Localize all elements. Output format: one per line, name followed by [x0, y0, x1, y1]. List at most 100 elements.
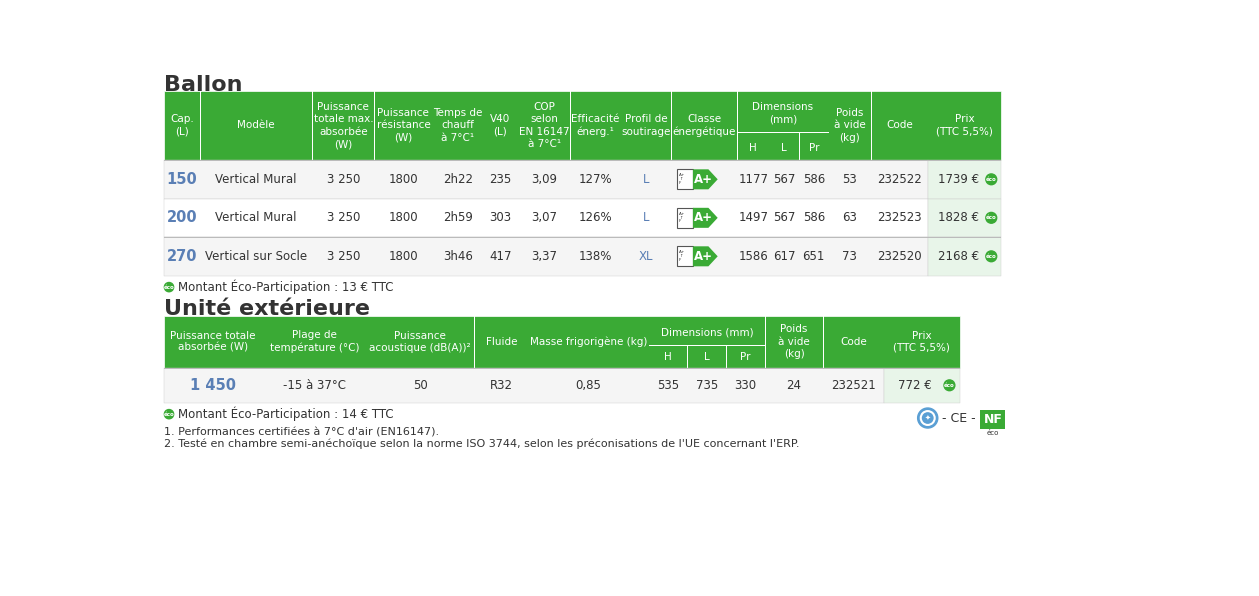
Text: 3 250: 3 250 — [326, 173, 360, 186]
Text: -15 à 37°C: -15 à 37°C — [283, 379, 346, 392]
Text: Puissance
totale max.
absorbée
(W): Puissance totale max. absorbée (W) — [313, 102, 373, 149]
Text: 651: 651 — [803, 250, 825, 263]
Text: 232522: 232522 — [878, 173, 922, 186]
Text: ✦: ✦ — [925, 415, 930, 421]
Bar — [164, 160, 1001, 161]
Text: 73: 73 — [842, 250, 857, 263]
Text: Profil de
soutirage: Profil de soutirage — [622, 114, 671, 136]
Text: 1800: 1800 — [389, 212, 418, 224]
Text: H: H — [665, 352, 672, 362]
Circle shape — [918, 408, 938, 428]
Text: F: F — [679, 181, 681, 185]
Text: Prix
(TTC 5,5%): Prix (TTC 5,5%) — [937, 114, 993, 136]
Text: éco: éco — [987, 430, 998, 436]
Text: 1177: 1177 — [738, 173, 768, 186]
Text: L: L — [643, 212, 650, 224]
Text: 232520: 232520 — [878, 250, 922, 263]
Text: XL: XL — [638, 250, 653, 263]
Text: Poids
à vide
(kg): Poids à vide (kg) — [778, 324, 810, 359]
Text: éco: éco — [986, 254, 997, 259]
Text: ↑: ↑ — [679, 216, 682, 219]
Text: Pr: Pr — [740, 352, 750, 362]
Text: 138%: 138% — [579, 250, 612, 263]
Text: 735: 735 — [696, 379, 718, 392]
Text: 53: 53 — [842, 173, 857, 186]
Text: 232521: 232521 — [831, 379, 876, 392]
Text: 586: 586 — [803, 212, 825, 224]
Text: L: L — [643, 173, 650, 186]
Text: Montant Éco-Participation : 14 € TTC: Montant Éco-Participation : 14 € TTC — [178, 407, 393, 421]
Text: Unité extérieure: Unité extérieure — [164, 299, 370, 319]
Text: 3,07: 3,07 — [531, 212, 556, 224]
Text: Montant Éco-Participation : 13 € TTC: Montant Éco-Participation : 13 € TTC — [178, 280, 393, 294]
Circle shape — [986, 251, 997, 262]
Text: 235: 235 — [490, 173, 511, 186]
Text: F: F — [679, 219, 681, 224]
Text: éco: éco — [164, 412, 175, 417]
Circle shape — [165, 409, 174, 419]
Circle shape — [944, 380, 954, 391]
Text: Plage de
température (°C): Plage de température (°C) — [269, 330, 359, 353]
Circle shape — [986, 212, 997, 224]
Text: Poids
à vide
(kg): Poids à vide (kg) — [833, 108, 866, 143]
Text: 1. Performances certifiées à 7°C d'air (EN16147).: 1. Performances certifiées à 7°C d'air (… — [164, 427, 438, 437]
Bar — [164, 160, 928, 198]
Bar — [164, 368, 884, 403]
Text: 24: 24 — [787, 379, 802, 392]
Text: 1800: 1800 — [389, 250, 418, 263]
Text: 1739 €: 1739 € — [938, 173, 980, 186]
Text: 772 €: 772 € — [899, 379, 932, 392]
Text: Pr: Pr — [808, 142, 820, 153]
Text: Vertical Mural: Vertical Mural — [215, 173, 297, 186]
Text: 3 250: 3 250 — [326, 212, 360, 224]
Text: 535: 535 — [657, 379, 679, 392]
Polygon shape — [692, 246, 718, 266]
Text: 3,09: 3,09 — [531, 173, 556, 186]
Text: 1497: 1497 — [738, 212, 768, 224]
Bar — [981, 410, 1005, 429]
Text: ↑: ↑ — [679, 177, 682, 181]
Text: 50: 50 — [413, 379, 428, 392]
Text: 417: 417 — [488, 250, 511, 263]
Bar — [928, 237, 1001, 275]
Text: 63: 63 — [842, 212, 857, 224]
Text: 127%: 127% — [579, 173, 612, 186]
Text: 232523: 232523 — [878, 212, 922, 224]
Text: Puissance totale
absorbée (W): Puissance totale absorbée (W) — [170, 331, 256, 353]
Text: V40
(L): V40 (L) — [490, 114, 510, 136]
Text: 200: 200 — [166, 210, 198, 225]
Text: 150: 150 — [166, 172, 198, 187]
Bar — [677, 208, 692, 228]
Text: Ballon: Ballon — [164, 75, 242, 95]
Text: R32: R32 — [490, 379, 512, 392]
Text: 1586: 1586 — [739, 250, 768, 263]
Bar — [928, 160, 1001, 198]
Bar — [164, 198, 928, 237]
Bar — [164, 198, 1001, 199]
Text: 586: 586 — [803, 173, 825, 186]
Text: Classe
énergétique: Classe énergétique — [672, 114, 735, 137]
Text: 126%: 126% — [579, 212, 612, 224]
Text: Puissance
résistance
(W): Puissance résistance (W) — [376, 108, 431, 143]
Text: 1800: 1800 — [389, 173, 418, 186]
Bar — [164, 275, 1001, 276]
Text: 2h22: 2h22 — [443, 173, 472, 186]
Text: 2. Testé en chambre semi-anéchoïque selon la norme ISO 3744, selon les préconisa: 2. Testé en chambre semi-anéchoïque selo… — [164, 438, 799, 449]
Text: A+: A+ — [679, 250, 685, 254]
Text: - CE -: - CE - — [943, 411, 976, 424]
Text: ↑: ↑ — [679, 254, 682, 258]
Text: Vertical Mural: Vertical Mural — [215, 212, 297, 224]
Text: L: L — [782, 142, 787, 153]
Text: 567: 567 — [773, 212, 796, 224]
Text: L: L — [704, 352, 710, 362]
Bar — [164, 237, 928, 275]
Text: 330: 330 — [734, 379, 757, 392]
Text: Dimensions
(mm): Dimensions (mm) — [752, 103, 813, 125]
Text: A+: A+ — [679, 173, 685, 177]
Text: Code: Code — [886, 120, 913, 131]
Text: A+: A+ — [694, 250, 714, 263]
Bar — [164, 316, 959, 368]
Bar — [677, 246, 692, 266]
Text: Efficacité
énerg.¹: Efficacité énerg.¹ — [572, 114, 619, 137]
Text: éco: éco — [986, 215, 997, 221]
